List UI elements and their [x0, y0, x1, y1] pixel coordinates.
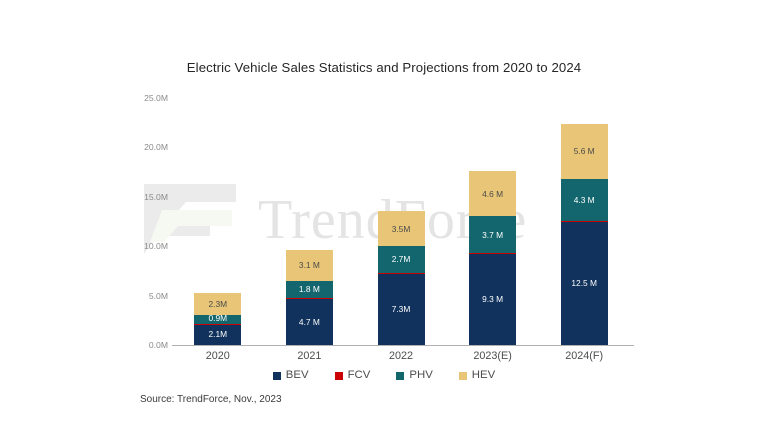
legend-item-bev[interactable]: BEV: [272, 369, 309, 381]
chart-title: Electric Vehicle Sales Statistics and Pr…: [186, 60, 582, 75]
bar-segment-hev[interactable]: 3.1 M: [285, 249, 333, 281]
bar-segment-value-label: 4.7 M: [298, 316, 320, 327]
chart-legend: BEV FCV PHV HEV: [0, 369, 768, 381]
x-axis-tick-label: 2023(E): [473, 350, 512, 362]
bar-segment-value-label: 2.3M: [208, 298, 228, 309]
bar-segment-phv[interactable]: 2.7M: [377, 246, 425, 273]
y-axis-tick-label: 0.0M: [148, 340, 168, 350]
legend-item-hev[interactable]: HEV: [458, 369, 496, 381]
legend-swatch-icon: [396, 371, 405, 380]
y-axis-tick-label: 15.0M: [144, 191, 168, 202]
bar-segment-bev[interactable]: 4.7 M: [285, 298, 333, 345]
bar-segment-bev[interactable]: 12.5 M: [560, 221, 608, 345]
bar-segment-value-label: 4.3 M: [573, 194, 595, 205]
bar-group[interactable]: 7.3M0.02M2.7M3.5M: [377, 98, 425, 345]
legend-swatch-icon: [334, 371, 343, 380]
x-axis-tick-label: 2022: [388, 350, 414, 362]
y-axis-tick-label: 25.0M: [144, 93, 168, 103]
source-note: Source: TrendForce, Nov., 2023: [140, 394, 282, 405]
legend-swatch-icon: [458, 371, 467, 380]
bar-segment-value-label: 3.1 M: [298, 260, 320, 271]
x-axis-baseline: [172, 345, 634, 346]
bar-segment-value-label: 2.1M: [208, 329, 228, 340]
bar-segment-phv[interactable]: 0.9M: [194, 313, 242, 325]
legend-swatch-icon: [272, 371, 281, 380]
legend-label: FCV: [347, 369, 371, 381]
bar-segment-value-label: 2.7M: [391, 254, 411, 265]
legend-item-fcv[interactable]: FCV: [334, 369, 371, 381]
legend-label: BEV: [285, 369, 309, 381]
bar-segment-value-label: 7.3M: [391, 303, 411, 314]
bar-segment-value-label: 9.3 M: [482, 293, 504, 304]
bar-segment-value-label: 5.6 M: [573, 145, 595, 156]
bar-group[interactable]: 9.3 M0.01 M3.7 M4.6 M: [469, 98, 517, 345]
bar-group[interactable]: 4.7 M0.02 M1.8 M3.1 M: [285, 98, 333, 345]
legend-label: HEV: [471, 369, 496, 381]
bar-segment-hev[interactable]: 3.5M: [377, 211, 425, 247]
bar-segment-value-label: 12.5 M: [571, 278, 597, 289]
plot-area: 2.1M0.01M0.9M2.3M4.7 M0.02 M1.8 M3.1 M7.…: [172, 98, 630, 345]
y-axis-tick-label: 5.0M: [148, 290, 168, 301]
bar-segment-hev[interactable]: 5.6 M: [560, 123, 608, 179]
y-axis-tick-label: 20.0M: [144, 142, 168, 153]
bar-segment-bev[interactable]: 2.1M: [194, 324, 242, 345]
bar-group[interactable]: 12.5 M0.02 M4.3 M5.6 M: [560, 98, 608, 345]
bar-segment-value-label: 3.7 M: [482, 229, 504, 240]
x-axis-tick-label: 2021: [297, 350, 322, 362]
bar-segment-phv[interactable]: 1.8 M: [285, 280, 333, 299]
bar-segment-value-label: 4.6 M: [482, 188, 504, 199]
bar-segment-hev[interactable]: 2.3M: [194, 292, 242, 316]
bar-segment-value-label: 3.5M: [391, 223, 411, 234]
bar-group[interactable]: 2.1M0.01M0.9M2.3M: [194, 98, 242, 345]
bar-segment-bev[interactable]: 7.3M: [377, 272, 425, 345]
y-axis: 0.0M 5.0M 10.0M 15.0M 20.0M 25.0M: [120, 0, 168, 432]
bar-segment-hev[interactable]: 4.6 M: [469, 171, 517, 217]
bar-segment-value-label: 1.8 M: [298, 284, 320, 295]
x-axis-tick-label: 2024(F): [565, 350, 604, 362]
legend-item-phv[interactable]: PHV: [396, 369, 433, 381]
legend-label: PHV: [409, 369, 433, 381]
bar-segment-phv[interactable]: 4.3 M: [560, 178, 608, 222]
bar-segment-value-label: 0.9M: [208, 313, 228, 324]
bar-segment-bev[interactable]: 9.3 M: [469, 253, 517, 345]
bar-segment-phv[interactable]: 3.7 M: [469, 216, 517, 254]
x-axis-tick-label: 2020: [205, 350, 230, 362]
y-axis-tick-label: 10.0M: [144, 241, 168, 252]
x-axis: 2020 2021 2022 2023(E) 2024(F): [172, 350, 630, 370]
